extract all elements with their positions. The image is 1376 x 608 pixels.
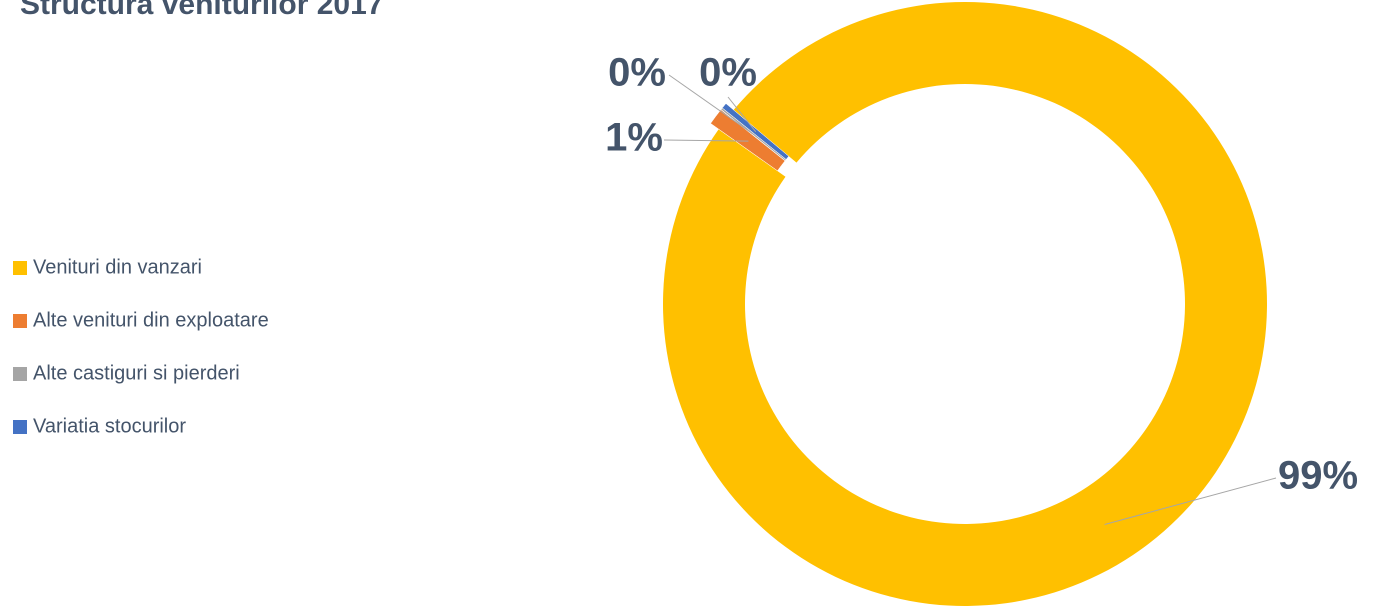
leader-line [727,96,757,133]
data-label: 0% [608,51,666,95]
leader-line [1104,477,1277,525]
data-label: 0% [699,51,757,95]
legend-text: Alte castiguri si pierderi [33,362,240,384]
chart-title: Structura veniturilor 2017 [20,0,383,21]
legend-swatch [13,261,27,275]
data-label: 1% [605,116,663,160]
legend-swatch [13,367,27,381]
donut-slice [710,109,786,172]
legend-text: Alte venituri din exploatare [33,309,269,331]
legend-swatch [13,420,27,434]
data-label: 99% [1278,454,1358,498]
legend-swatch [13,314,27,328]
legend-text: Venituri din vanzari [33,256,202,278]
legend-text: Variatia stocurilor [33,415,186,437]
leader-line [663,139,749,142]
leader-line [668,74,754,135]
